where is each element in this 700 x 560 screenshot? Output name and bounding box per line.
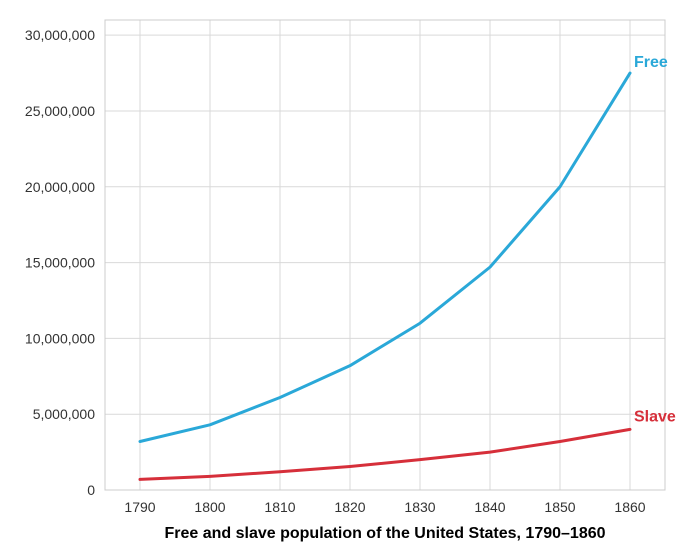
y-tick-label: 30,000,000 [25,27,95,43]
y-tick-label: 15,000,000 [25,255,95,271]
x-tick-label: 1840 [474,499,505,515]
y-tick-label: 5,000,000 [33,406,95,422]
x-tick-label: 1830 [404,499,435,515]
x-tick-label: 1860 [614,499,645,515]
y-tick-label: 20,000,000 [25,179,95,195]
y-tick-label: 25,000,000 [25,103,95,119]
x-tick-label: 1800 [194,499,225,515]
y-tick-label: 10,000,000 [25,330,95,346]
x-tick-label: 1810 [264,499,295,515]
chart-caption: Free and slave population of the United … [164,525,605,542]
x-tick-label: 1850 [544,499,575,515]
y-tick-label: 0 [87,482,95,498]
series-label-free: Free [634,54,668,71]
x-tick-label: 1790 [124,499,155,515]
series-label-slave: Slave [634,408,676,425]
x-tick-label: 1820 [334,499,365,515]
